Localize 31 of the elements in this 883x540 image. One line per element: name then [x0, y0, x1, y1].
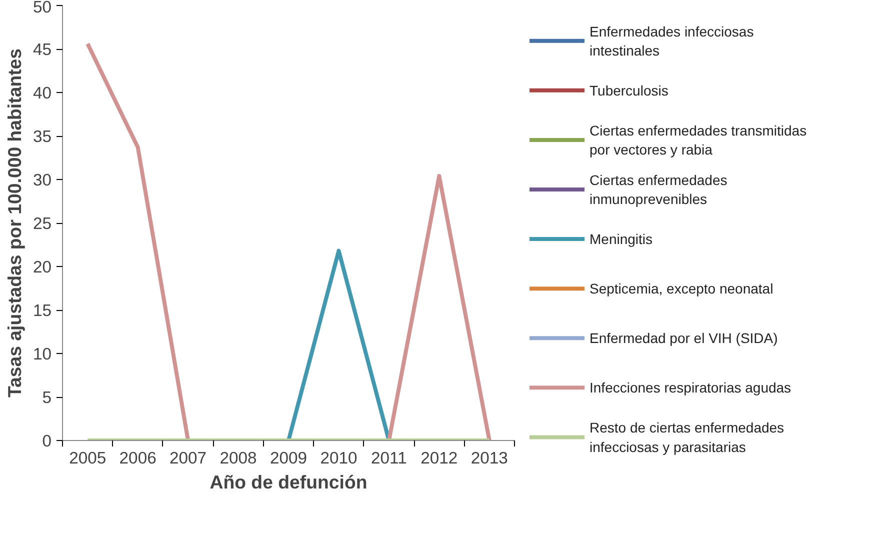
legend-label: Resto de ciertas enfermedades infecciosas y parasitarias: [590, 420, 784, 455]
x-tick-label: 2013: [470, 448, 508, 468]
x-tick-label: 2009: [270, 448, 308, 468]
y-tick-label: 50: [32, 0, 52, 16]
x-axis-title: Año de defunción: [210, 472, 368, 492]
legend-label: Enfermedad por el VIH (SIDA): [590, 330, 778, 346]
legend-label: Tuberculosis: [590, 82, 668, 98]
y-tick-label: 0: [42, 432, 52, 450]
y-tick-label: 20: [32, 258, 52, 276]
x-tick-label: 2008: [220, 448, 257, 468]
y-tick-label: 5: [42, 388, 52, 407]
x-tick-label: 2010: [320, 448, 358, 468]
legend-label: Enfermedades infecciosas intestinales: [590, 23, 754, 58]
legend-label: Infecciones respiratorias agudas: [590, 380, 792, 396]
x-tick-label: 2011: [371, 448, 407, 468]
legend-label: Meningitis: [590, 231, 653, 248]
y-tick-label: 30: [32, 170, 52, 190]
legend-label: Ciertas enfermedades inmunoprevenibles: [590, 172, 728, 208]
y-tick-label: 45: [32, 40, 52, 59]
x-tick-label: 2005: [69, 448, 106, 468]
y-axis-title: Tasas ajustadas por 100.000 habitantes: [4, 48, 25, 398]
y-tick-label: 35: [32, 127, 52, 146]
x-tick-label: 2007: [170, 448, 207, 468]
y-tick-label: 25: [32, 214, 52, 233]
y-tick-label: 10: [32, 344, 52, 364]
y-tick-label: 15: [32, 301, 52, 320]
legend-label: Ciertas enfermedades transmitidas por vectores y rabia: [590, 122, 807, 158]
x-tick-label: 2012: [420, 448, 458, 468]
legend-label: Septicemia, excepto neonatal: [590, 280, 774, 297]
y-tick-label: 40: [32, 84, 52, 102]
x-tick-label: 2006: [119, 448, 156, 468]
